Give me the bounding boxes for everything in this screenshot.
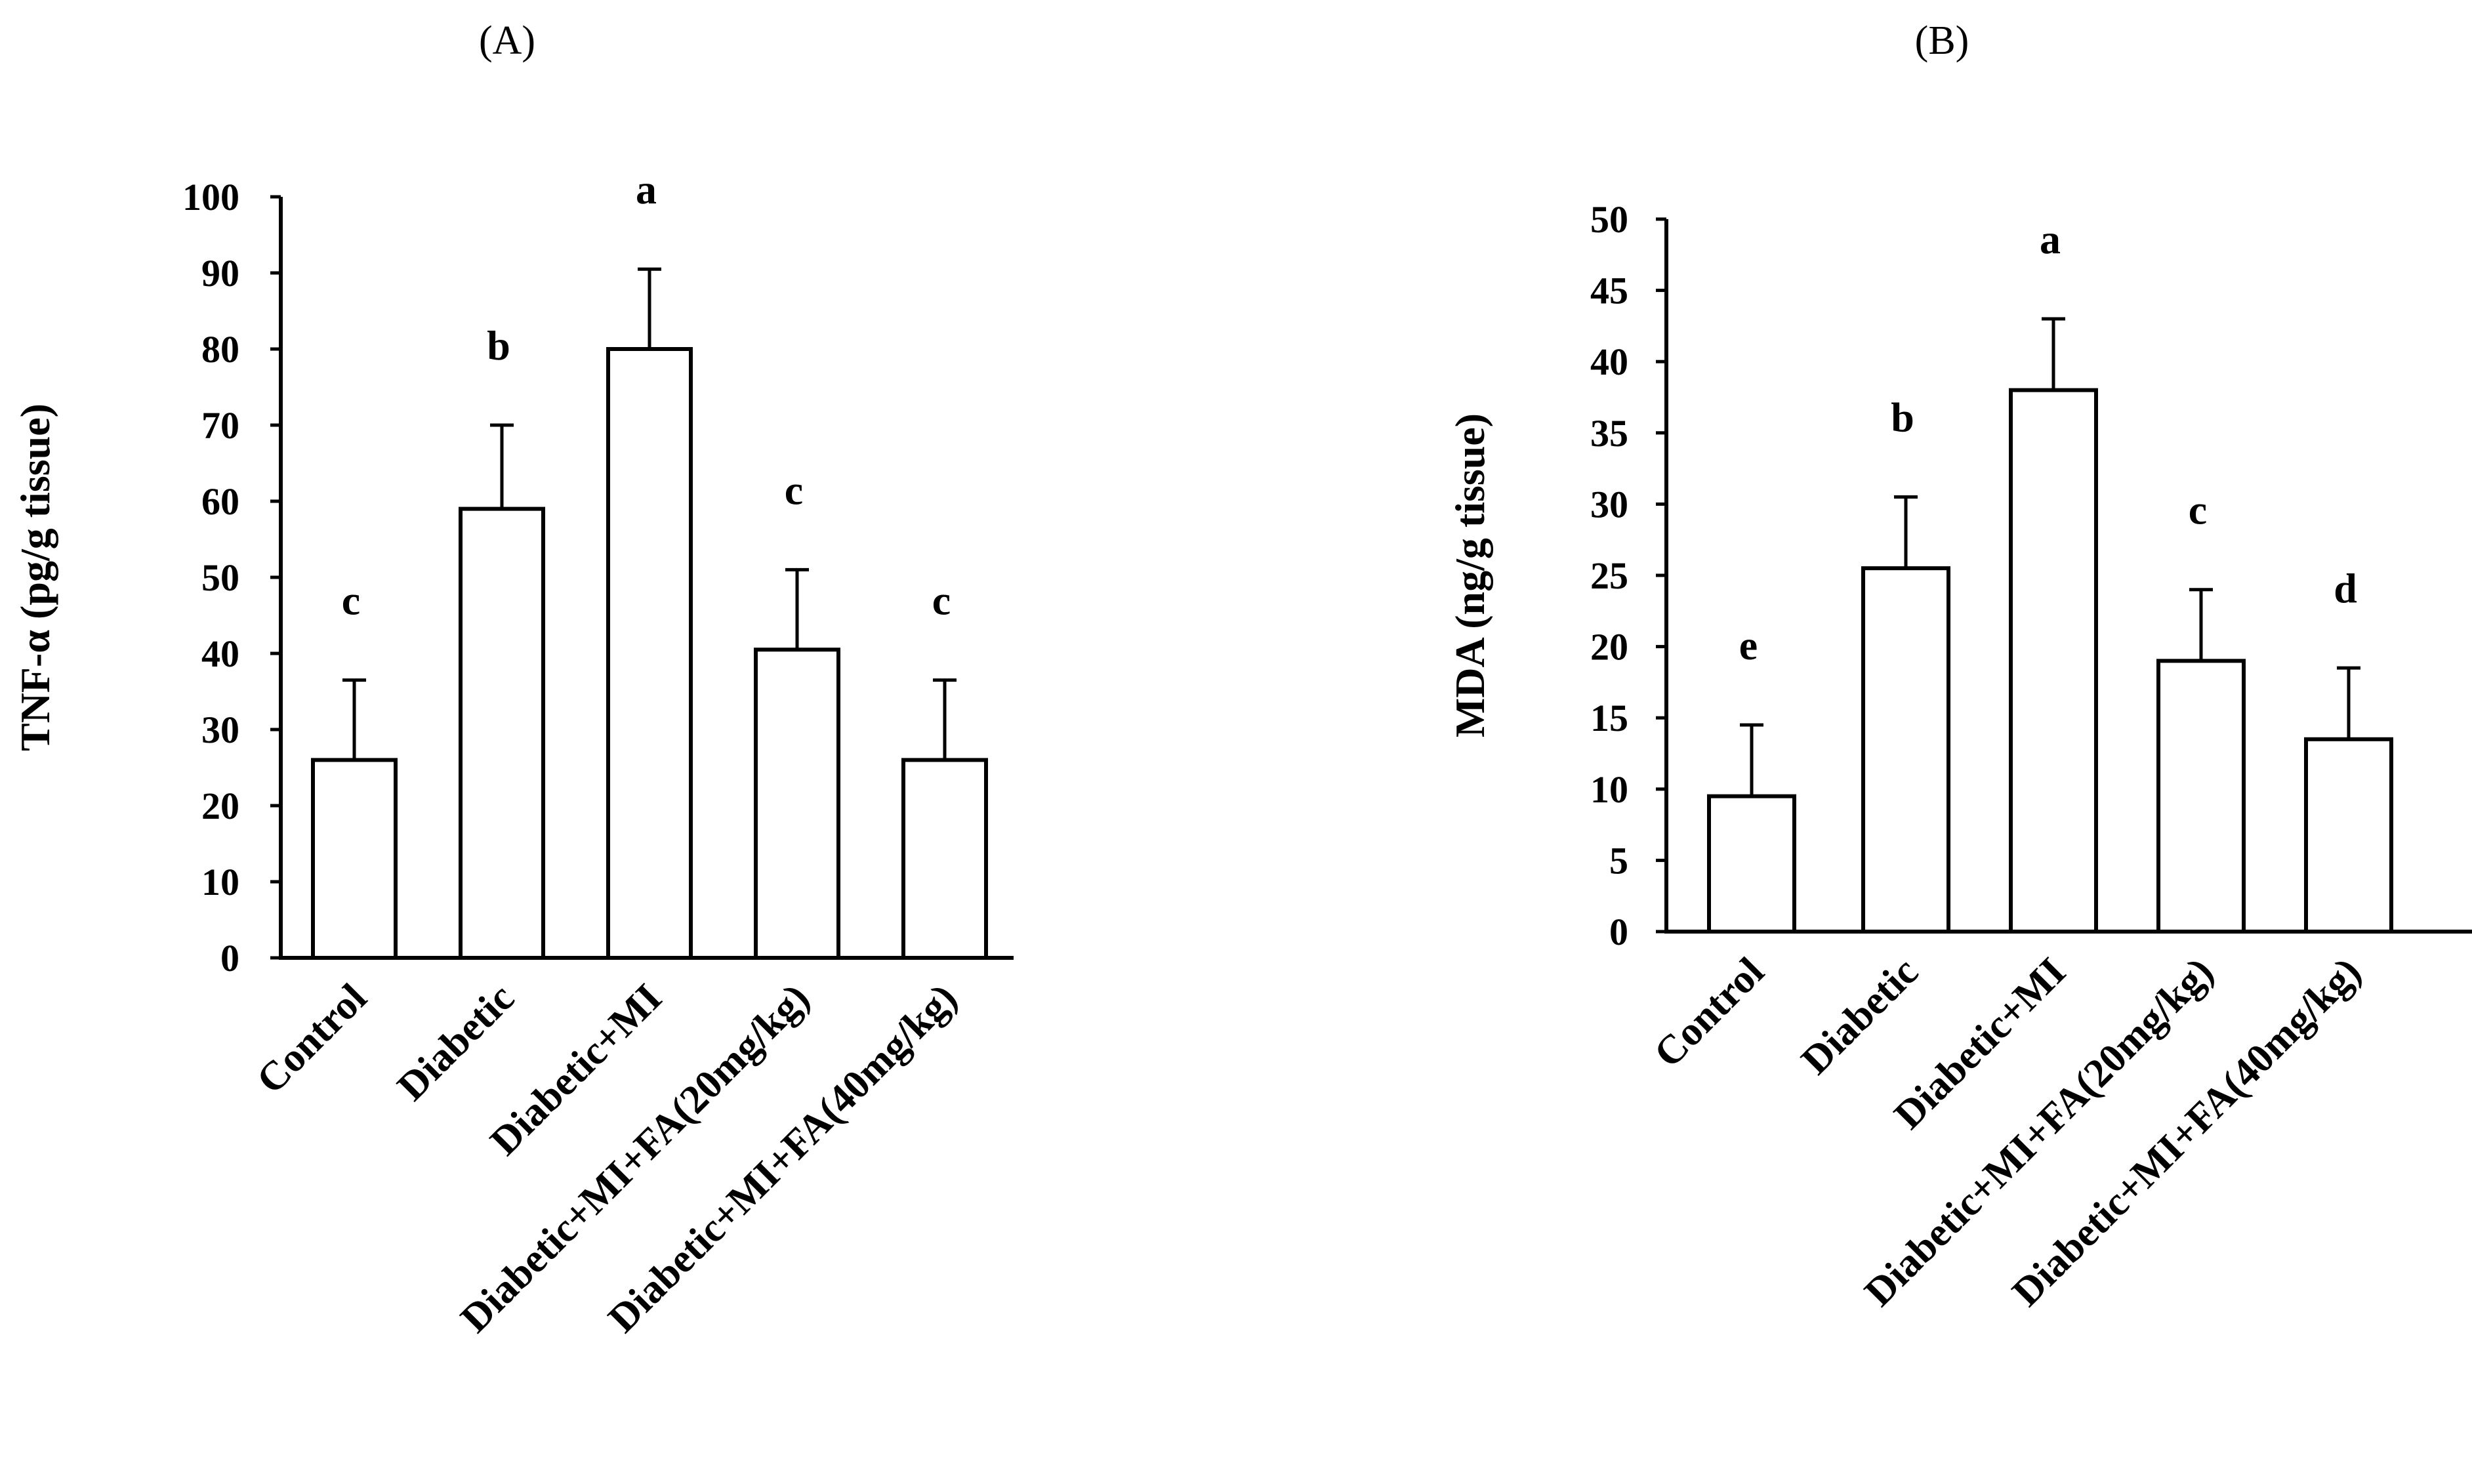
significance-letter: c: [2189, 487, 2207, 533]
bar: [2009, 388, 2098, 934]
bar: [901, 758, 988, 960]
bar: [311, 758, 398, 960]
panel-a: (A) 0 10 20 30 40 50 60 70 80 90 100 TNF-α (pg/g tis…: [12, 18, 1014, 1341]
category-label: Diabetic: [1793, 949, 1927, 1083]
significance-letter: c: [932, 577, 951, 624]
bar: [2156, 659, 2246, 934]
significance-letter: c: [342, 577, 360, 624]
bar: [1707, 794, 1796, 934]
y-tick-label: 0: [1609, 911, 1628, 953]
category-label: Control: [248, 976, 375, 1102]
y-axis-title: TNF-α (pg/g tissue): [12, 403, 58, 751]
panel-label: (A): [479, 18, 535, 63]
y-tick-label: 20: [201, 785, 239, 827]
significance-letter: d: [2334, 565, 2357, 611]
bar: [606, 347, 693, 960]
y-tick-label: 0: [220, 937, 239, 979]
y-tick-label: 25: [1590, 554, 1628, 597]
y-axis-title: MDA (ng/g tissue): [1447, 413, 1493, 737]
y-tick-label: 10: [201, 861, 239, 903]
bar: [2304, 737, 2393, 934]
significance-letter: b: [1891, 394, 1914, 441]
y-tick-label: 35: [1590, 412, 1628, 455]
y-tick-label: 60: [201, 480, 239, 523]
y-tick-label: 40: [201, 632, 239, 675]
y-tick-label: 20: [1590, 626, 1628, 669]
y-tick-label: 40: [1590, 340, 1628, 383]
y-tick-label: 10: [1590, 768, 1628, 811]
y-tick-label: 45: [1590, 270, 1628, 312]
y-tick-label: 15: [1590, 697, 1628, 739]
y-tick-label: 30: [1590, 483, 1628, 526]
y-tick-label: 100: [182, 176, 239, 218]
significance-letter: b: [487, 322, 510, 369]
category-label: Diabetic: [389, 976, 523, 1109]
significance-letter: e: [1739, 622, 1758, 669]
bar: [1861, 566, 1950, 934]
y-tick-label: 80: [201, 328, 239, 371]
category-label: Control: [1645, 949, 1772, 1076]
y-tick-label: 5: [1609, 839, 1628, 882]
y-tick-label: 50: [1590, 198, 1628, 241]
y-tick-label: 70: [201, 404, 239, 447]
significance-letter: c: [785, 466, 803, 513]
significance-letter: a: [636, 166, 657, 213]
y-tick-label: 30: [201, 709, 239, 751]
y-tick-label: 90: [201, 252, 239, 295]
bar: [754, 648, 840, 960]
significance-letter: a: [2040, 216, 2061, 262]
panel-label: (B): [1915, 18, 1969, 63]
panel-b: (B) 0 5 10 15 20 25 30 35 40 45 50 MDA (ng/g tissue)…: [1447, 18, 2472, 1315]
bar: [459, 506, 545, 960]
y-tick-label: 50: [201, 556, 239, 599]
